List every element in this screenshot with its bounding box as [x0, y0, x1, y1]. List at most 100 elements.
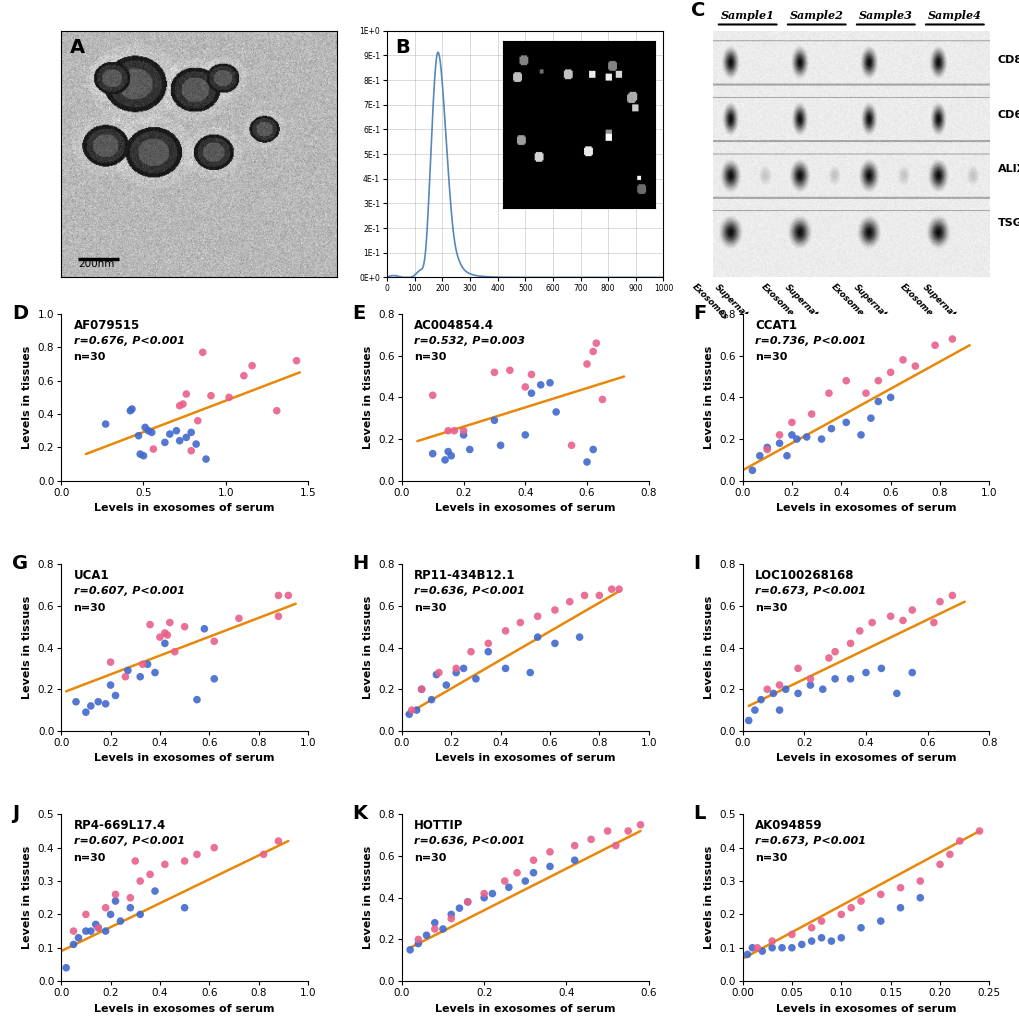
- Point: [892, 899, 908, 916]
- Point: [140, 656, 156, 672]
- Point: [931, 856, 948, 873]
- Text: Exosomes: Exosomes: [759, 282, 799, 322]
- Point: [268, 403, 284, 419]
- Point: [480, 636, 496, 652]
- Point: [98, 899, 114, 916]
- Point: [135, 656, 151, 672]
- Point: [547, 404, 564, 420]
- Point: [894, 352, 910, 368]
- Point: [517, 379, 533, 396]
- Point: [842, 899, 858, 916]
- Point: [450, 900, 467, 917]
- Text: C: C: [690, 1, 705, 20]
- Point: [195, 344, 211, 361]
- Point: [486, 412, 502, 428]
- Point: [894, 612, 910, 629]
- Text: Sample2: Sample2: [789, 10, 843, 20]
- Point: [410, 931, 426, 947]
- Point: [740, 712, 756, 729]
- Point: [131, 873, 148, 889]
- Point: [187, 436, 204, 453]
- Text: n=30: n=30: [754, 353, 787, 363]
- Point: [903, 602, 919, 618]
- Point: [178, 386, 195, 403]
- Point: [561, 594, 578, 610]
- Point: [546, 636, 562, 652]
- Point: [122, 889, 139, 905]
- Point: [888, 685, 904, 701]
- Text: RP4-669L17.4: RP4-669L17.4: [73, 820, 166, 832]
- Point: [869, 372, 886, 388]
- Point: [400, 706, 417, 723]
- Point: [171, 398, 187, 414]
- Point: [442, 911, 459, 927]
- Point: [758, 442, 774, 458]
- Point: [102, 677, 118, 693]
- Point: [501, 362, 518, 378]
- Point: [424, 446, 440, 462]
- Point: [783, 427, 799, 444]
- Point: [892, 880, 908, 896]
- Point: [136, 448, 152, 464]
- X-axis label: Levels in exosomes of serum: Levels in exosomes of serum: [435, 753, 614, 763]
- Point: [157, 636, 173, 652]
- Point: [182, 443, 199, 459]
- Point: [176, 618, 193, 635]
- Point: [145, 440, 161, 457]
- Text: Supernatants: Supernatants: [782, 282, 834, 334]
- Text: CD81: CD81: [997, 55, 1019, 65]
- Point: [107, 688, 123, 704]
- Point: [152, 629, 168, 645]
- Point: [454, 660, 471, 677]
- Point: [123, 401, 140, 417]
- Point: [911, 889, 927, 905]
- Text: Exosomes: Exosomes: [690, 282, 730, 322]
- Point: [833, 907, 849, 923]
- Point: [454, 427, 471, 444]
- Point: [442, 448, 459, 464]
- Point: [83, 923, 99, 939]
- Point: [812, 431, 828, 448]
- Point: [508, 865, 525, 881]
- Point: [157, 434, 173, 451]
- Point: [270, 833, 286, 849]
- Point: [98, 696, 114, 712]
- Point: [486, 364, 502, 380]
- Text: AK094859: AK094859: [754, 820, 821, 832]
- Point: [903, 664, 919, 681]
- Point: [497, 660, 514, 677]
- Text: RP11-434B12.1: RP11-434B12.1: [414, 569, 516, 583]
- Point: [793, 936, 809, 953]
- Point: [779, 448, 795, 464]
- Point: [911, 873, 927, 889]
- Point: [221, 389, 237, 406]
- Y-axis label: Levels in tissues: Levels in tissues: [363, 846, 373, 949]
- Point: [566, 837, 582, 853]
- Point: [944, 588, 960, 604]
- Y-axis label: Levels in tissues: Levels in tissues: [22, 846, 33, 949]
- Point: [783, 939, 799, 956]
- Point: [176, 852, 193, 869]
- Point: [65, 936, 82, 953]
- Point: [147, 664, 163, 681]
- Point: [418, 927, 434, 943]
- Point: [763, 939, 780, 956]
- Point: [583, 831, 599, 847]
- Point: [620, 823, 636, 839]
- Point: [438, 677, 454, 693]
- Point: [541, 844, 557, 861]
- Point: [159, 626, 175, 643]
- Text: ALIX: ALIX: [997, 164, 1019, 174]
- Point: [826, 670, 843, 687]
- Point: [102, 654, 118, 670]
- Point: [585, 343, 601, 360]
- Point: [206, 839, 222, 855]
- Point: [206, 633, 222, 649]
- Point: [863, 614, 879, 631]
- Point: [881, 364, 898, 380]
- Point: [517, 427, 533, 444]
- Point: [770, 702, 787, 718]
- Point: [189, 692, 205, 708]
- Point: [445, 422, 462, 438]
- Point: [468, 670, 484, 687]
